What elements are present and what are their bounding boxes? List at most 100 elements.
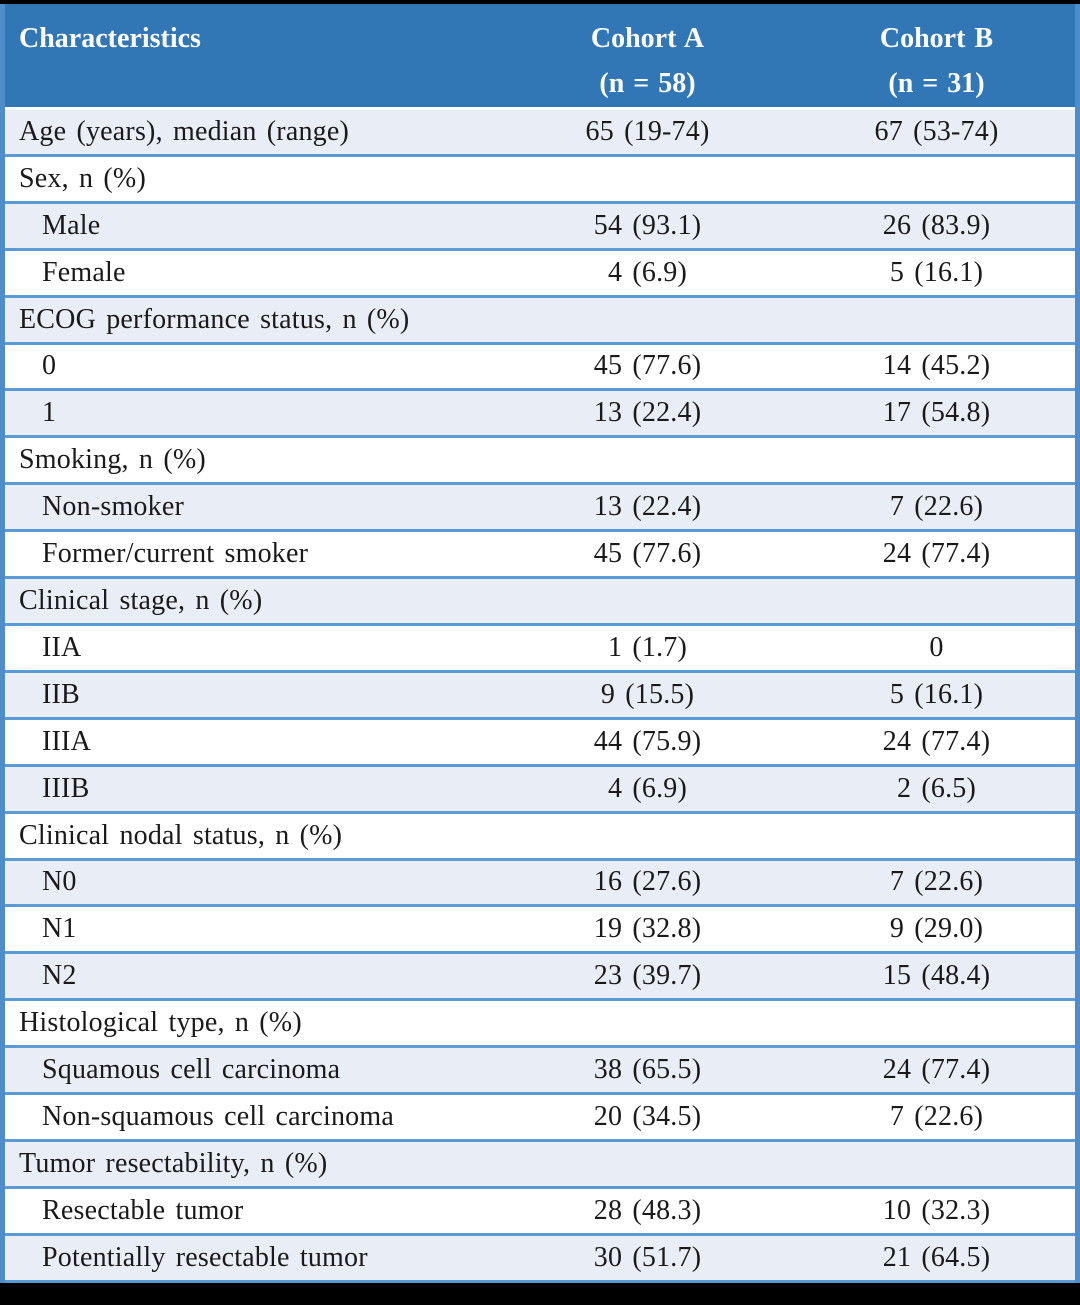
cohort-b-value xyxy=(798,812,1078,859)
row-label: Histological type, n (%) xyxy=(19,1007,302,1039)
table-row: Age (years), median (range) 65 (19-74) 67 … xyxy=(2,108,1078,156)
table-row: Potentially resectable tumor 30 (51.7) 21 … xyxy=(2,1234,1078,1282)
header-row: Characteristics Cohort A (n = 58) Cohort… xyxy=(2,4,1078,109)
row-label: IIIB xyxy=(42,772,90,804)
row-label: Tumor resectability, n (%) xyxy=(19,1147,328,1179)
header-cohort-b-name: Cohort B xyxy=(879,23,994,54)
table-row: Histological type, n (%) xyxy=(2,999,1078,1047)
row-label: Sex, n (%) xyxy=(19,162,146,194)
row-label: ECOG performance status, n (%) xyxy=(19,303,410,335)
bottom-black-bar xyxy=(0,1283,1080,1305)
row-label: 1 xyxy=(42,397,57,429)
cohort-b-value: 21 (64.5) xyxy=(882,1241,991,1273)
header-cohort-a-name: Cohort A xyxy=(590,23,705,54)
table-row: IIB 9 (15.5) 5 (16.1) xyxy=(2,671,1078,719)
table-row: Clinical nodal status, n (%) xyxy=(2,812,1078,859)
table-row: Tumor resectability, n (%) xyxy=(2,1140,1078,1188)
row-label: Smoking, n (%) xyxy=(19,444,206,476)
table-row: N0 16 (27.6) 7 (22.6) xyxy=(2,859,1078,906)
cohort-b-value xyxy=(798,1140,1078,1187)
cohort-b-value xyxy=(798,578,1078,625)
cohort-a-value: 65 (19-74) xyxy=(585,115,710,147)
cohort-a-value xyxy=(497,1000,798,1047)
table-row: N2 23 (39.7) 15 (48.4) xyxy=(2,952,1078,1000)
cohort-a-value: 1 (1.7) xyxy=(607,631,688,663)
cohort-b-value: 17 (54.8) xyxy=(882,397,991,429)
header-cohort-b-n: (n = 31) xyxy=(888,68,985,99)
row-label: Female xyxy=(42,256,126,288)
cohort-b-value: 15 (48.4) xyxy=(882,960,991,992)
table-row: 1 13 (22.4) 17 (54.8) xyxy=(2,389,1078,437)
row-label: Non-smoker xyxy=(42,491,184,523)
row-label: Potentially resectable tumor xyxy=(42,1241,368,1273)
table-row: Clinical stage, n (%) xyxy=(2,577,1078,625)
cohort-a-value xyxy=(497,437,798,484)
cohort-a-value: 30 (51.7) xyxy=(593,1241,702,1273)
cohort-b-value xyxy=(798,155,1078,202)
table-row: Sex, n (%) xyxy=(2,155,1078,203)
cohort-a-value: 19 (32.8) xyxy=(593,913,702,945)
row-label: Former/current smoker xyxy=(42,538,309,570)
table-row: Non-smoker 13 (22.4) 7 (22.6) xyxy=(2,483,1078,531)
table-row: Former/current smoker 45 (77.6) 24 (77.4) xyxy=(2,530,1078,578)
cohort-b-value: 5 (16.1) xyxy=(889,678,984,710)
cohort-a-value xyxy=(497,812,798,859)
cohort-b-value: 2 (6.5) xyxy=(896,772,977,804)
cohort-a-value: 13 (22.4) xyxy=(593,491,702,523)
cohort-a-value: 4 (6.9) xyxy=(607,256,688,288)
cohort-a-value xyxy=(497,155,798,202)
row-label: Age (years), median (range) xyxy=(19,115,350,147)
row-label: Clinical stage, n (%) xyxy=(19,585,263,617)
cohort-b-value: 10 (32.3) xyxy=(882,1194,991,1226)
cohort-a-value: 44 (75.9) xyxy=(593,725,702,757)
cohort-a-value: 45 (77.6) xyxy=(593,538,702,570)
cohort-a-value xyxy=(497,1140,798,1187)
cohort-b-value xyxy=(798,437,1078,484)
table-row: Female 4 (6.9) 5 (16.1) xyxy=(2,249,1078,297)
table-row: N1 19 (32.8) 9 (29.0) xyxy=(2,905,1078,953)
cohort-b-value: 24 (77.4) xyxy=(882,538,991,570)
cohort-b-value: 24 (77.4) xyxy=(882,725,991,757)
cohort-a-value: 23 (39.7) xyxy=(593,960,702,992)
cohort-a-value xyxy=(497,296,798,343)
row-label: Resectable tumor xyxy=(42,1194,244,1226)
cohort-b-value: 9 (29.0) xyxy=(889,913,984,945)
table-row: Resectable tumor 28 (48.3) 10 (32.3) xyxy=(2,1187,1078,1235)
cohort-a-value: 54 (93.1) xyxy=(593,209,702,241)
table-container: Characteristics Cohort A (n = 58) Cohort… xyxy=(0,4,1080,1283)
row-label: Squamous cell carcinoma xyxy=(42,1054,341,1086)
cohort-b-value: 14 (45.2) xyxy=(882,350,991,382)
table-row: 0 45 (77.6) 14 (45.2) xyxy=(2,343,1078,390)
table-row: IIIA 44 (75.9) 24 (77.4) xyxy=(2,718,1078,766)
cohort-b-value xyxy=(798,296,1078,343)
row-label: IIB xyxy=(42,678,80,710)
cohort-b-value: 67 (53-74) xyxy=(874,115,999,147)
table-row: IIA 1 (1.7) 0 xyxy=(2,624,1078,672)
cohort-b-value: 5 (16.1) xyxy=(889,256,984,288)
table-row: IIIB 4 (6.9) 2 (6.5) xyxy=(2,765,1078,813)
header-cohort-b: Cohort B (n = 31) xyxy=(798,4,1078,109)
cohort-a-value: 45 (77.6) xyxy=(593,350,702,382)
cohort-a-value: 16 (27.6) xyxy=(593,866,702,898)
cohort-b-value: 7 (22.6) xyxy=(889,1100,984,1132)
table-body: Age (years), median (range) 65 (19-74) 67 … xyxy=(2,108,1078,1282)
table-row: Smoking, n (%) xyxy=(2,436,1078,484)
row-label: Clinical nodal status, n (%) xyxy=(19,819,343,851)
cohort-a-value: 13 (22.4) xyxy=(593,397,702,429)
table-row: Non-squamous cell carcinoma 20 (34.5) 7 (2… xyxy=(2,1093,1078,1141)
row-label: Male xyxy=(42,209,101,241)
cohort-b-value: 7 (22.6) xyxy=(889,491,984,523)
row-label: IIA xyxy=(42,631,82,663)
row-label: N1 xyxy=(42,913,77,945)
characteristics-table: Characteristics Cohort A (n = 58) Cohort… xyxy=(0,4,1080,1283)
table-row: Squamous cell carcinoma 38 (65.5) 24 (77.4… xyxy=(2,1046,1078,1094)
header-cohort-a: Cohort A (n = 58) xyxy=(497,4,798,109)
cohort-a-value: 4 (6.9) xyxy=(607,772,688,804)
row-label: N2 xyxy=(42,960,77,992)
row-label: N0 xyxy=(42,866,77,898)
cohort-a-value: 28 (48.3) xyxy=(593,1194,702,1226)
cohort-b-value: 24 (77.4) xyxy=(882,1054,991,1086)
cohort-a-value: 20 (34.5) xyxy=(593,1100,702,1132)
header-characteristics: Characteristics xyxy=(3,4,498,109)
